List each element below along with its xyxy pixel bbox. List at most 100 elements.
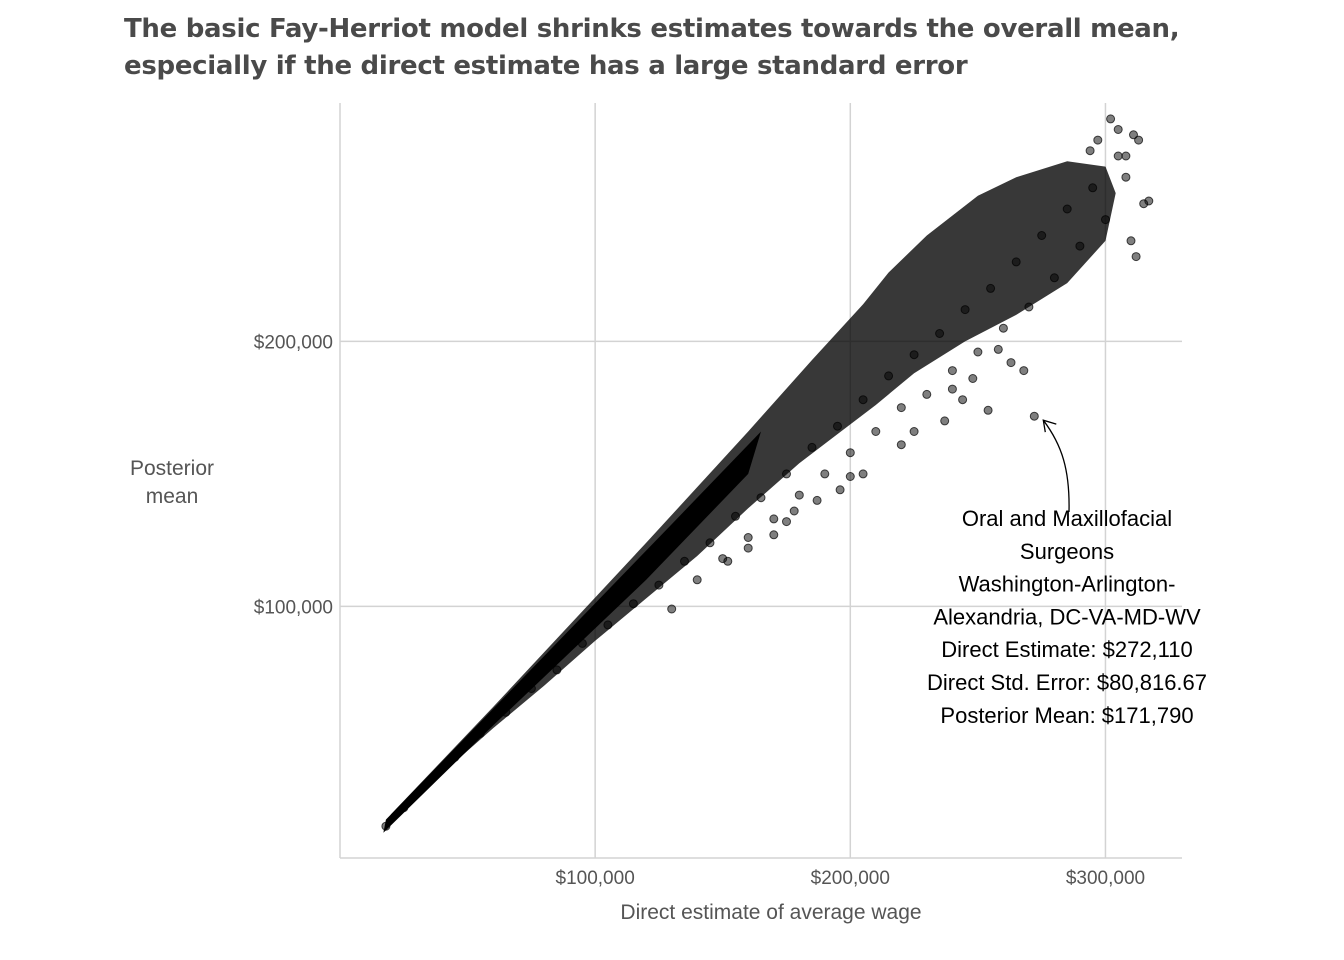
data-point: [654, 580, 664, 590]
data-point: [884, 371, 894, 381]
point-band: [383, 161, 1116, 833]
data-point: [450, 752, 460, 762]
data-point: [399, 803, 409, 813]
data-point: [526, 684, 536, 693]
data-point: [958, 395, 968, 405]
chart-title-line-1: The basic Fay-Herriot model shrinks esti…: [124, 14, 1180, 44]
data-point: [1019, 366, 1029, 376]
data-point: [968, 374, 978, 383]
data-point: [1113, 125, 1123, 134]
annotation-line: Alexandria, DC-VA-MD-WV: [933, 604, 1201, 629]
data-point: [743, 533, 753, 542]
data-point: [871, 427, 881, 436]
data-point: [424, 776, 434, 786]
data-point: [858, 469, 868, 479]
data-point: [1121, 172, 1131, 182]
data-point: [769, 514, 779, 524]
data-point: [845, 448, 855, 458]
data-point: [577, 638, 587, 648]
data-point: [998, 323, 1008, 333]
data-point: [1144, 196, 1154, 206]
data-point: [807, 442, 817, 452]
data-point: [1134, 135, 1144, 145]
data-point: [731, 511, 740, 521]
data-point: [1006, 358, 1016, 368]
data-point: [1093, 135, 1103, 145]
annotation-line: Direct Std. Error: $80,816.67: [927, 670, 1207, 695]
data-point: [896, 440, 906, 450]
grid: [340, 103, 1182, 858]
chart-title-line-2: especially if the direct estimate has a …: [124, 51, 968, 81]
data-point: [1113, 151, 1123, 161]
data-points: [381, 114, 1154, 831]
data-point: [935, 329, 945, 338]
data-point: [973, 347, 983, 357]
annotation-line: Posterior Mean: $171,790: [940, 703, 1193, 728]
data-point: [381, 821, 391, 831]
y-axis-label-line-2: mean: [146, 485, 199, 508]
data-point: [947, 366, 957, 376]
axes: $100,000 $200,000 $300,000 $100,000 $200,000: [254, 103, 1182, 889]
data-point: [603, 620, 613, 630]
data-point: [922, 389, 932, 399]
data-point: [475, 729, 485, 738]
data-point: [1011, 257, 1021, 267]
annotation-line: Oral and Maxillofacial: [962, 506, 1172, 531]
data-point: [782, 517, 791, 527]
data-point: [833, 421, 842, 431]
data-point: [1126, 236, 1136, 246]
data-point: [896, 403, 906, 413]
annotation-arrowhead: [1042, 419, 1057, 433]
data-point: [940, 416, 950, 426]
annotation-arrow: [1042, 419, 1070, 513]
data-point: [1049, 273, 1059, 283]
data-point: [1106, 114, 1116, 124]
data-point: [1085, 146, 1095, 156]
data-point: [858, 395, 868, 405]
data-point: [1037, 231, 1047, 240]
data-point: [909, 427, 919, 436]
data-point: [812, 495, 822, 505]
point-cloud-core: [383, 431, 761, 833]
data-point: [1121, 151, 1131, 161]
annotation-line: Washington-Arlington-: [959, 572, 1176, 597]
y-axis-label-line-1: Posterior: [130, 457, 214, 480]
data-point: [1131, 252, 1141, 262]
data-point: [782, 469, 791, 479]
data-point: [993, 344, 1003, 354]
data-point: [1024, 302, 1034, 312]
x-tick-label: $300,000: [1066, 868, 1145, 889]
y-tick-label: $100,000: [254, 597, 333, 618]
x-tick-label: $100,000: [556, 868, 635, 889]
data-point: [628, 599, 638, 609]
data-point: [960, 305, 970, 315]
y-tick-label: $200,000: [254, 332, 333, 353]
data-point: [705, 538, 715, 548]
data-point: [1129, 130, 1138, 140]
data-point: [1029, 411, 1039, 421]
data-point: [947, 384, 957, 394]
data-point: [986, 283, 996, 293]
data-point: [909, 350, 919, 360]
data-point: [789, 506, 799, 516]
data-point: [723, 556, 733, 566]
data-point: [501, 707, 511, 717]
data-point: [680, 556, 689, 566]
data-point: [769, 530, 779, 540]
data-point: [1101, 215, 1110, 225]
data-point: [743, 543, 753, 553]
annotation: Oral and Maxillofacial Surgeons Washington…: [927, 419, 1207, 728]
data-point: [794, 490, 804, 500]
annotation-line: Direct Estimate: $272,110: [941, 637, 1193, 662]
data-point: [1075, 241, 1085, 251]
x-tick-label: $200,000: [811, 868, 890, 889]
x-axis-label: Direct estimate of average wage: [620, 901, 921, 924]
data-point: [820, 469, 830, 479]
annotation-line: Surgeons: [1020, 539, 1114, 564]
data-point: [1062, 204, 1072, 214]
data-point: [983, 405, 993, 415]
point-cloud-band: [383, 161, 1116, 832]
data-point: [692, 575, 702, 585]
data-point: [552, 665, 562, 675]
